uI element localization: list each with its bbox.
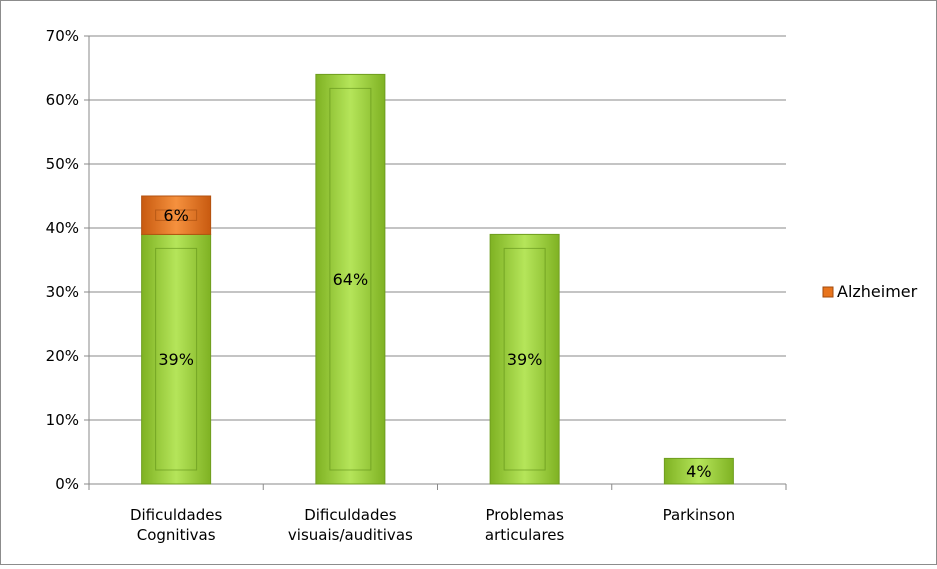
bar-data-label: 39% (158, 350, 194, 369)
x-category-label: Dificuldades visuais/auditivas (288, 506, 413, 544)
bar (663, 457, 734, 485)
x-category-label: Dificuldades Cognitivas (130, 506, 223, 544)
bar (141, 233, 212, 485)
bar-bevel (329, 87, 372, 471)
bar-data-label: 4% (686, 462, 711, 481)
y-tick-label: 0% (55, 475, 79, 493)
y-tick-label: 60% (46, 91, 79, 109)
y-tick-label: 40% (46, 219, 79, 237)
bar-segment-alzheimer (141, 195, 212, 235)
bar (315, 73, 386, 485)
y-tick-label: 20% (46, 347, 79, 365)
x-category-label: Parkinson (663, 506, 736, 524)
bar-bevel (155, 247, 198, 471)
axes: 0% 10% 20% 30% 40% 50% 60% 70% Dificuldades Cogni… (46, 27, 787, 544)
y-tick-label: 70% (46, 27, 79, 45)
legend: Alzheimer (822, 282, 918, 301)
bar-bevel (503, 247, 546, 471)
y-tick-label: 10% (46, 411, 79, 429)
bar-data-label: 64% (333, 270, 369, 289)
legend-swatch (822, 286, 834, 298)
bar-data-label: 6% (163, 206, 188, 225)
bar (489, 233, 560, 485)
data-labels: 39% 6% 64% 39% 4% (158, 206, 711, 481)
x-category-label: Problemas articulares (485, 506, 565, 544)
bars (141, 73, 734, 485)
bar-bevel (155, 209, 198, 221)
y-tick-label: 50% (46, 155, 79, 173)
bar-data-label: 39% (507, 350, 543, 369)
y-tick-label: 30% (46, 283, 79, 301)
legend-label: Alzheimer (837, 282, 918, 301)
